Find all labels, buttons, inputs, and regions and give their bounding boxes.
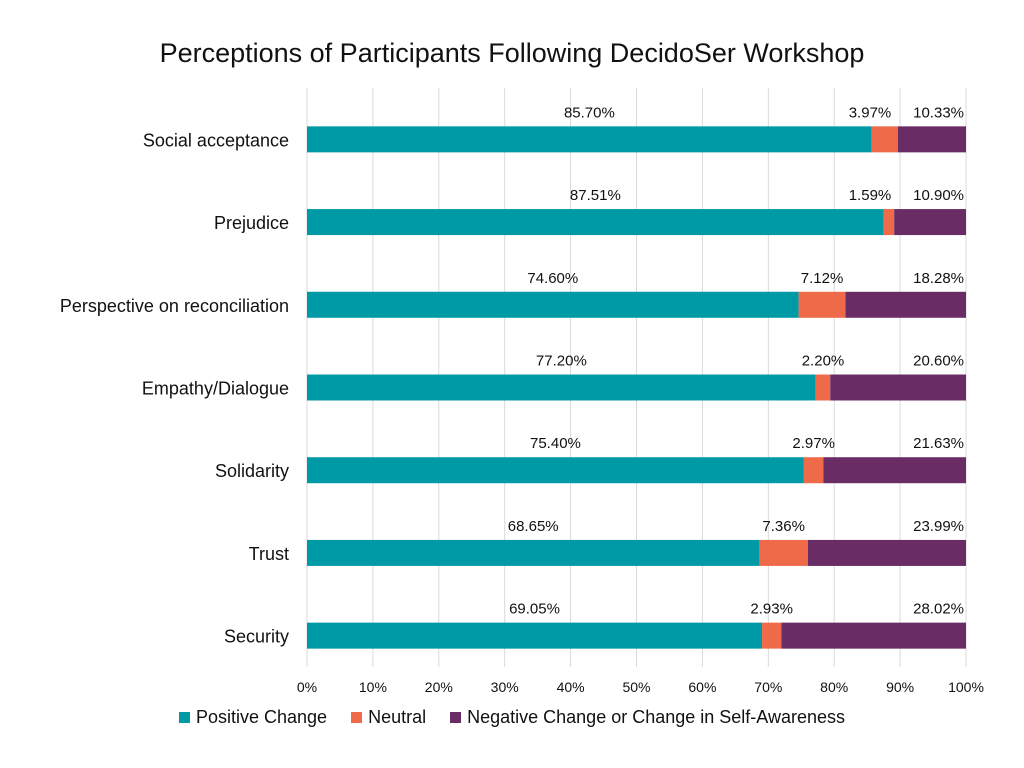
category-label: Prejudice bbox=[214, 213, 289, 233]
bar-segment bbox=[807, 539, 966, 566]
bar-segment bbox=[830, 374, 966, 401]
x-tick-label: 50% bbox=[622, 679, 650, 695]
category-label: Solidarity bbox=[215, 461, 289, 481]
data-label: 2.97% bbox=[792, 435, 835, 452]
data-label: 85.70% bbox=[564, 104, 615, 121]
data-label: 87.51% bbox=[570, 187, 621, 204]
data-labels: 85.70% 3.97% 10.33% 87.51% 1.59% 10.90% 74.60%… bbox=[508, 104, 964, 617]
data-label: 75.40% bbox=[530, 435, 581, 452]
legend-swatch bbox=[450, 712, 462, 723]
data-label: 2.93% bbox=[750, 601, 793, 618]
bar-segment bbox=[781, 622, 966, 649]
legend-label: Positive Change bbox=[195, 707, 328, 727]
bar-segment bbox=[307, 291, 799, 318]
bar-segment bbox=[307, 457, 804, 484]
bar-segment bbox=[894, 209, 966, 236]
data-label: 2.20% bbox=[802, 353, 845, 370]
x-tick-label: 10% bbox=[359, 679, 387, 695]
legend: Positive Change Neutral Negative Change or… bbox=[0, 707, 1024, 728]
data-label: 74.60% bbox=[527, 270, 578, 287]
bar-segment bbox=[307, 374, 816, 401]
legend-item: Negative Change or Change in Self-Awaren… bbox=[450, 707, 845, 728]
category-label: Trust bbox=[249, 544, 289, 564]
bar-segment bbox=[815, 374, 831, 401]
data-label: 1.59% bbox=[849, 187, 892, 204]
data-label: 20.60% bbox=[913, 353, 964, 370]
data-label: 18.28% bbox=[913, 270, 964, 287]
legend-item: Positive Change bbox=[178, 707, 328, 728]
category-label: Security bbox=[224, 627, 289, 647]
data-label: 23.99% bbox=[913, 518, 964, 535]
data-label: 69.05% bbox=[509, 601, 560, 618]
legend-label: Negative Change or Change in Self-Awaren… bbox=[467, 707, 846, 727]
chart-title: Perceptions of Participants Following De… bbox=[159, 38, 865, 68]
data-label: 77.20% bbox=[536, 353, 587, 370]
category-label: Perspective on reconciliation bbox=[60, 296, 289, 316]
data-label: 7.36% bbox=[762, 518, 805, 535]
legend-label: Neutral bbox=[368, 707, 427, 727]
x-tick-label: 20% bbox=[425, 679, 453, 695]
x-tick-label: 70% bbox=[754, 679, 782, 695]
data-label: 10.90% bbox=[913, 187, 964, 204]
data-label: 7.12% bbox=[801, 270, 844, 287]
bar-segment bbox=[823, 457, 966, 484]
bar-segment bbox=[307, 209, 884, 236]
bar-segment bbox=[307, 126, 872, 153]
bar-segment bbox=[883, 209, 895, 236]
bar-segment bbox=[762, 622, 782, 649]
x-tick-label: 40% bbox=[557, 679, 585, 695]
data-label: 3.97% bbox=[849, 104, 892, 121]
x-tick-label: 30% bbox=[491, 679, 519, 695]
category-label: Empathy/Dialogue bbox=[142, 379, 289, 399]
bar-segment bbox=[307, 622, 763, 649]
bar-segment bbox=[803, 457, 824, 484]
axes: 0% 10% 20% 30% 40% 50% 60% 70% 80% 90% 100% Social … bbox=[60, 130, 984, 695]
bars bbox=[307, 126, 966, 649]
bar-segment bbox=[759, 539, 808, 566]
bar-segment bbox=[845, 291, 966, 318]
x-tick-label: 0% bbox=[297, 679, 317, 695]
x-tick-label: 90% bbox=[886, 679, 914, 695]
legend-swatch bbox=[178, 712, 190, 723]
data-label: 10.33% bbox=[913, 104, 964, 121]
data-label: 21.63% bbox=[913, 435, 964, 452]
category-label: Social acceptance bbox=[143, 130, 289, 150]
bar-segment bbox=[307, 539, 760, 566]
x-tick-label: 60% bbox=[688, 679, 716, 695]
x-tick-label: 80% bbox=[820, 679, 848, 695]
legend-item: Neutral bbox=[351, 707, 426, 728]
bar-segment bbox=[871, 126, 898, 153]
data-label: 28.02% bbox=[913, 601, 964, 618]
bar-segment bbox=[798, 291, 846, 318]
legend-swatch bbox=[351, 712, 363, 723]
bar-segment bbox=[897, 126, 966, 153]
stacked-bar-chart: 85.70% 3.97% 10.33% 87.51% 1.59% 10.90% 74.60%… bbox=[60, 88, 984, 695]
x-tick-label: 100% bbox=[948, 679, 984, 695]
data-label: 68.65% bbox=[508, 518, 559, 535]
